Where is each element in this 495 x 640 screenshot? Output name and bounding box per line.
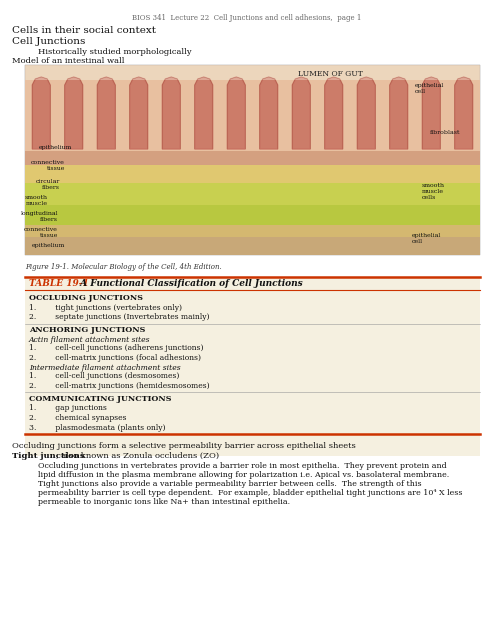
Text: lipid diffusion in the plasma membrane allowing for polarization i.e. Apical vs.: lipid diffusion in the plasma membrane a… — [38, 471, 449, 479]
Text: epithelium: epithelium — [32, 243, 65, 248]
Text: TABLE 19-1: TABLE 19-1 — [29, 279, 89, 288]
Text: A Functional Classification of Cell Junctions: A Functional Classification of Cell Junc… — [77, 279, 303, 288]
Text: cells: cells — [422, 195, 437, 200]
Text: 1.        cell-cell junctions (desmosomes): 1. cell-cell junctions (desmosomes) — [29, 372, 179, 380]
Text: 1.        cell-cell junctions (adherens junctions): 1. cell-cell junctions (adherens junctio… — [29, 344, 203, 353]
Text: Figure 19-1. Molecular Biology of the Cell, 4th Edition.: Figure 19-1. Molecular Biology of the Ce… — [25, 263, 222, 271]
Polygon shape — [227, 77, 245, 149]
Text: Occluding junctions form a selective permeability barrier across epithelial shee: Occluding junctions form a selective per… — [12, 442, 356, 450]
Text: BIOS 341  Lecture 22  Cell Junctions and cell adhesions,  page 1: BIOS 341 Lecture 22 Cell Junctions and c… — [132, 14, 362, 22]
Text: OCCLUDING JUNCTIONS: OCCLUDING JUNCTIONS — [29, 294, 143, 302]
Text: Occluding junctions in vertebrates provide a barrier role in most epithelia.  Th: Occluding junctions in vertebrates provi… — [38, 462, 446, 470]
Polygon shape — [65, 77, 83, 149]
Text: connective: connective — [24, 227, 58, 232]
Text: tissue: tissue — [47, 166, 65, 171]
Text: fibers: fibers — [40, 217, 58, 222]
Bar — [25, 151, 480, 165]
Text: tissue: tissue — [40, 233, 58, 238]
Text: cell: cell — [415, 89, 426, 94]
Polygon shape — [455, 77, 473, 149]
Bar — [25, 183, 480, 205]
Text: 1.        tight junctions (vertebrates only): 1. tight junctions (vertebrates only) — [29, 303, 182, 312]
Polygon shape — [357, 77, 375, 149]
Text: circular: circular — [36, 179, 60, 184]
Text: 3.        plasmodesmata (plants only): 3. plasmodesmata (plants only) — [29, 424, 165, 431]
Text: COMMUNICATING JUNCTIONS: COMMUNICATING JUNCTIONS — [29, 395, 171, 403]
Text: ANCHORING JUNCTIONS: ANCHORING JUNCTIONS — [29, 326, 146, 335]
Text: Cells in their social context: Cells in their social context — [12, 26, 156, 35]
Text: Tight junctions: Tight junctions — [12, 452, 85, 460]
Text: fibers: fibers — [42, 185, 60, 190]
Text: smooth: smooth — [422, 183, 445, 188]
Polygon shape — [195, 77, 213, 149]
Text: epithelial: epithelial — [415, 83, 445, 88]
Text: Cell Junctions: Cell Junctions — [12, 37, 85, 46]
Text: 1.        gap junctions: 1. gap junctions — [29, 404, 107, 413]
Text: epithelial: epithelial — [412, 233, 442, 238]
Text: Tight junctions also provide a variable permeability barrier between cells.  The: Tight junctions also provide a variable … — [38, 480, 422, 488]
Text: Intermediate filament attachment sites: Intermediate filament attachment sites — [29, 364, 181, 371]
Polygon shape — [162, 77, 180, 149]
Polygon shape — [98, 77, 115, 149]
Polygon shape — [130, 77, 148, 149]
Polygon shape — [260, 77, 278, 149]
Text: cell: cell — [412, 239, 423, 244]
Polygon shape — [422, 77, 440, 149]
Polygon shape — [293, 77, 310, 149]
Bar — [25, 165, 480, 183]
Bar — [25, 277, 480, 456]
Text: Historically studied morphologically: Historically studied morphologically — [38, 48, 192, 56]
Bar — [25, 65, 480, 255]
Text: smooth: smooth — [25, 195, 48, 200]
Bar — [25, 65, 480, 80]
Polygon shape — [390, 77, 408, 149]
Text: epithelium: epithelium — [39, 145, 72, 150]
Bar — [25, 225, 480, 237]
Text: permeable to inorganic ions like Na+ than intestinal epithelia.: permeable to inorganic ions like Na+ tha… — [38, 498, 290, 506]
Polygon shape — [325, 77, 343, 149]
Text: 2.        cell-matrix junctions (hemidesmosomes): 2. cell-matrix junctions (hemidesmosomes… — [29, 381, 209, 390]
Bar — [25, 277, 480, 434]
Text: muscle: muscle — [422, 189, 444, 194]
Bar — [25, 205, 480, 225]
Text: Actin filament attachment sites: Actin filament attachment sites — [29, 336, 150, 344]
Text: muscle: muscle — [26, 201, 48, 206]
Text: connective: connective — [31, 160, 65, 165]
Text: LUMEN OF GUT: LUMEN OF GUT — [298, 70, 363, 78]
Text: permeability barrier is cell type dependent.  For example, bladder epithelial ti: permeability barrier is cell type depend… — [38, 489, 462, 497]
Text: Model of an intestinal wall: Model of an intestinal wall — [12, 57, 125, 65]
Text: , also known as Zonula occludens (ZO): , also known as Zonula occludens (ZO) — [56, 452, 219, 460]
Bar — [25, 80, 480, 151]
Text: fibroblast: fibroblast — [430, 130, 460, 135]
Bar — [25, 237, 480, 255]
Text: 2.        chemical synapses: 2. chemical synapses — [29, 414, 127, 422]
Text: 2.        septate junctions (Invertebrates mainly): 2. septate junctions (Invertebrates main… — [29, 313, 209, 321]
Polygon shape — [32, 77, 50, 149]
Text: longitudinal: longitudinal — [20, 211, 58, 216]
Text: 2.        cell-matrix junctions (focal adhesions): 2. cell-matrix junctions (focal adhesion… — [29, 354, 201, 362]
